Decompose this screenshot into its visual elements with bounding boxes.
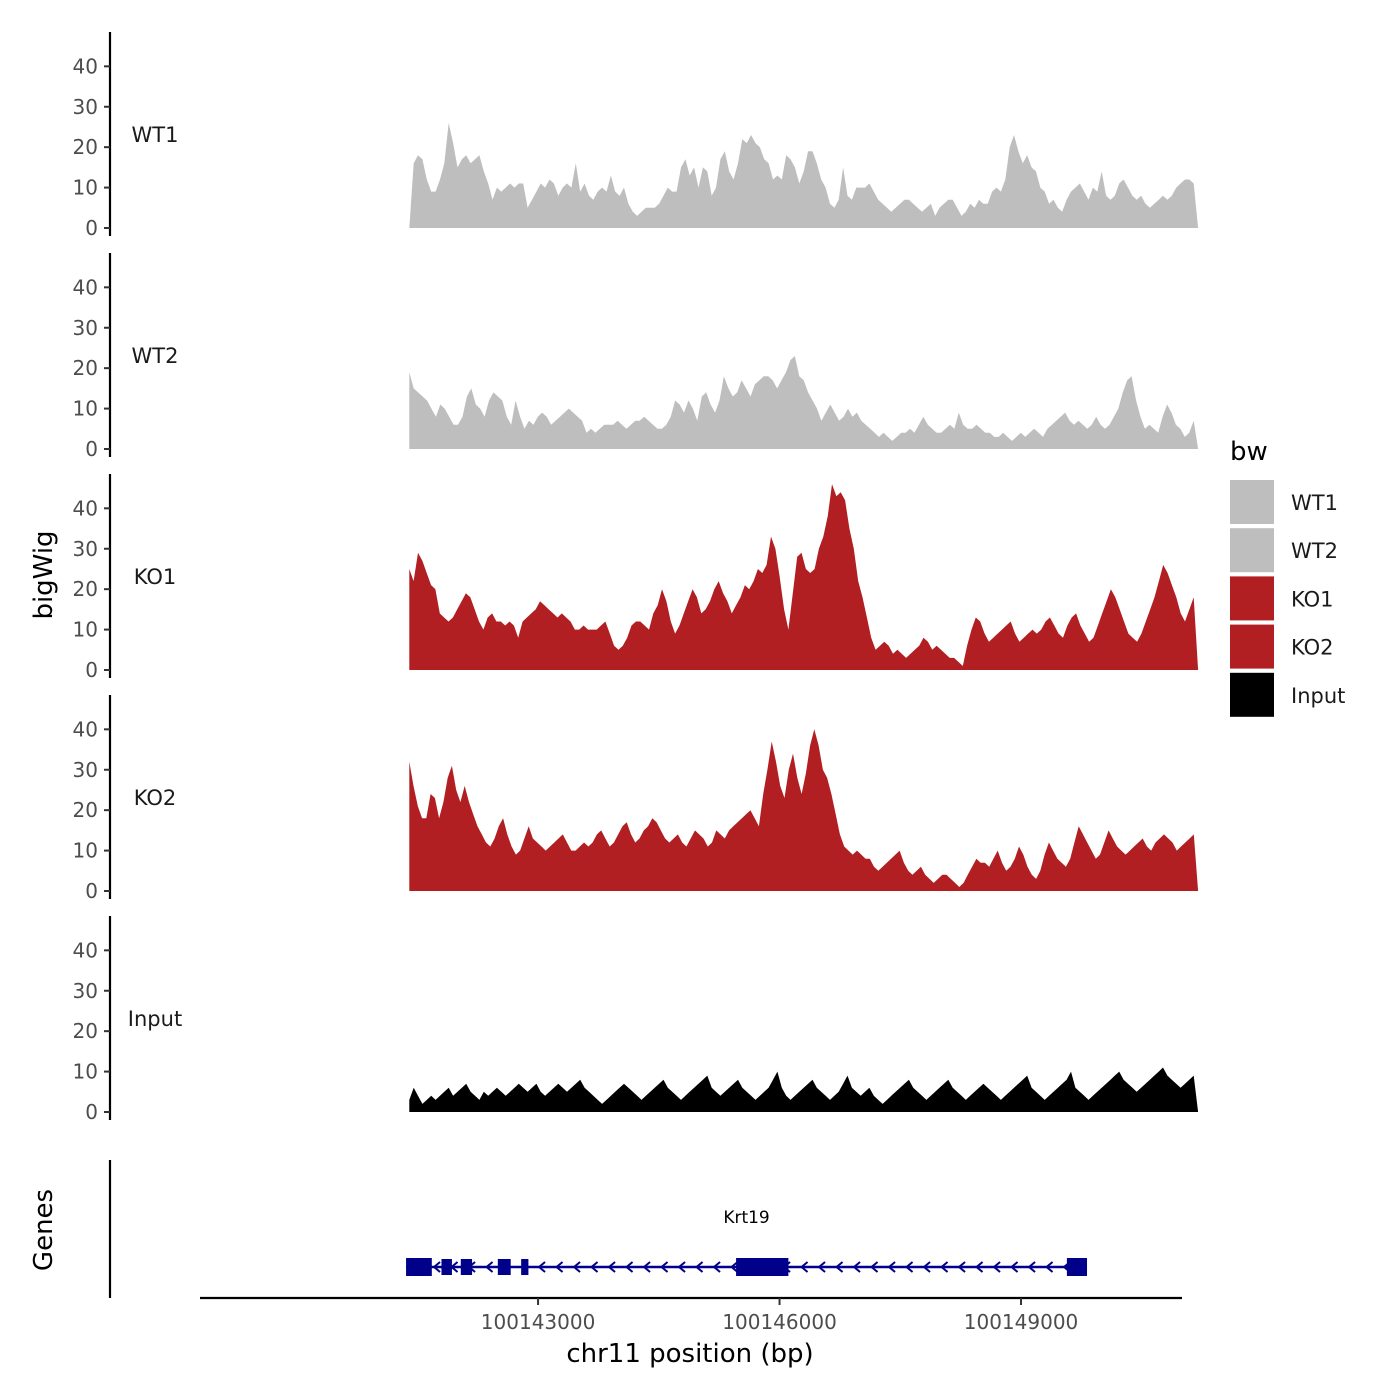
legend-label-ko1: KO1	[1291, 587, 1334, 611]
strand-arrow	[432, 1261, 441, 1273]
legend-key-ko1	[1230, 576, 1274, 621]
strand-arrow	[817, 1261, 826, 1273]
strand-arrow	[922, 1261, 931, 1273]
y-tick-label: 20	[73, 798, 98, 822]
gene-label-krt19: Krt19	[723, 1208, 769, 1228]
strand-arrow	[642, 1261, 651, 1273]
y-tick-label: 40	[73, 938, 98, 962]
y-tick-label: 30	[73, 758, 98, 782]
y-tick-label: 40	[73, 275, 98, 299]
gene-exon	[736, 1258, 789, 1276]
coverage-area-ko2	[409, 729, 1199, 891]
y-axis-title: bigWig	[29, 530, 59, 619]
track-panel-wt1: 0 10 20 30 40 WT1	[73, 32, 1199, 240]
track-label-wt2: WT2	[132, 344, 179, 368]
x-tick-label: 100146000	[722, 1310, 837, 1334]
strand-arrow	[869, 1261, 879, 1273]
y-tick-label: 10	[73, 618, 98, 642]
y-tick-label: 0	[85, 658, 98, 682]
track-label-wt1: WT1	[132, 123, 179, 147]
legend-label-ko2: KO2	[1291, 636, 1334, 660]
y-tick-label: 30	[73, 316, 98, 340]
strand-arrow	[607, 1261, 616, 1273]
track-panels: 0 10 20 30 40 WT1 0 10 20 30 40 WT2 0 10 20 30 40 KO1 0 10 2…	[73, 32, 1199, 1124]
genes-axis-title: Genes	[29, 1189, 59, 1271]
y-tick-label: 40	[73, 496, 98, 520]
y-tick-label: 10	[73, 176, 98, 200]
y-tick-label: 30	[73, 537, 98, 561]
gene-exon	[406, 1258, 432, 1276]
strand-arrow	[537, 1261, 546, 1273]
strand-arrow	[694, 1261, 704, 1273]
legend-title: bw	[1230, 437, 1268, 467]
strand-arrow	[624, 1261, 634, 1273]
strand-arrow	[852, 1261, 861, 1273]
y-tick-label: 20	[73, 1019, 98, 1043]
strand-arrow	[957, 1261, 966, 1273]
strand-arrow	[729, 1261, 739, 1273]
strand-arrow	[712, 1261, 721, 1273]
strand-arrow	[799, 1261, 809, 1273]
track-panel-wt2: 0 10 20 30 40 WT2	[73, 253, 1199, 461]
legend-key-wt2	[1230, 528, 1274, 573]
strand-arrow	[834, 1261, 844, 1273]
y-tick-label: 30	[73, 95, 98, 119]
legend-label-input: Input	[1291, 684, 1345, 708]
x-tick-label: 100143000	[481, 1310, 596, 1334]
y-tick-label: 0	[85, 879, 98, 903]
track-label-input: Input	[128, 1007, 182, 1031]
track-panel-input: 0 10 20 30 40 Input	[73, 916, 1199, 1124]
strand-arrow	[974, 1261, 984, 1273]
y-tick-label: 0	[85, 1100, 98, 1124]
legend-key-wt1	[1230, 480, 1274, 524]
gene-exon	[441, 1259, 452, 1275]
y-tick-label: 10	[73, 839, 98, 863]
strand-arrow	[939, 1261, 949, 1273]
track-panel-ko2: 0 10 20 30 40 KO2	[73, 695, 1199, 903]
legend-key-ko2	[1230, 624, 1274, 669]
y-tick-label: 10	[73, 397, 98, 421]
y-tick-label: 10	[73, 1060, 98, 1084]
track-label-ko1: KO1	[134, 565, 177, 589]
y-tick-label: 20	[73, 356, 98, 380]
y-tick-label: 0	[85, 437, 98, 461]
y-tick-label: 40	[73, 717, 98, 741]
x-axis: 100143000 100146000 100149000	[200, 1296, 1182, 1334]
y-tick-label: 40	[73, 54, 98, 78]
gene-exon	[497, 1259, 511, 1275]
gene-exon	[460, 1259, 473, 1275]
strand-arrow	[572, 1261, 581, 1273]
legend: bw WT1 WT2 KO1 KO2 Input	[1230, 437, 1345, 717]
legend-key-input	[1230, 672, 1274, 717]
y-tick-label: 0	[85, 216, 98, 240]
strand-arrow	[904, 1261, 914, 1273]
x-tick-label: 100149000	[964, 1310, 1079, 1334]
coverage-area-input	[409, 1067, 1199, 1112]
strand-arrow	[484, 1261, 494, 1273]
coverage-area-wt1	[409, 122, 1199, 228]
y-tick-label: 20	[73, 135, 98, 159]
strand-arrow	[554, 1261, 564, 1273]
legend-label-wt1: WT1	[1291, 491, 1338, 515]
strand-arrow	[992, 1261, 1001, 1273]
track-label-ko2: KO2	[134, 786, 177, 810]
y-tick-label: 20	[73, 577, 98, 601]
strand-arrow	[1044, 1261, 1054, 1273]
genes-panel: Krt19	[108, 1160, 1088, 1298]
x-axis-title: chr11 position (bp)	[566, 1339, 813, 1369]
legend-label-wt2: WT2	[1291, 539, 1338, 563]
y-tick-label: 30	[73, 979, 98, 1003]
strand-arrow	[677, 1261, 686, 1273]
gene-exon	[521, 1259, 529, 1275]
strand-arrow	[1027, 1261, 1036, 1273]
strand-arrow	[589, 1261, 599, 1273]
strand-arrow	[659, 1261, 669, 1273]
gene-exon	[1066, 1258, 1088, 1276]
coverage-area-ko1	[409, 484, 1199, 670]
strand-arrow	[887, 1261, 896, 1273]
track-panel-ko1: 0 10 20 30 40 KO1	[73, 474, 1199, 682]
strand-arrow	[1009, 1261, 1019, 1273]
coverage-area-wt2	[409, 356, 1199, 449]
